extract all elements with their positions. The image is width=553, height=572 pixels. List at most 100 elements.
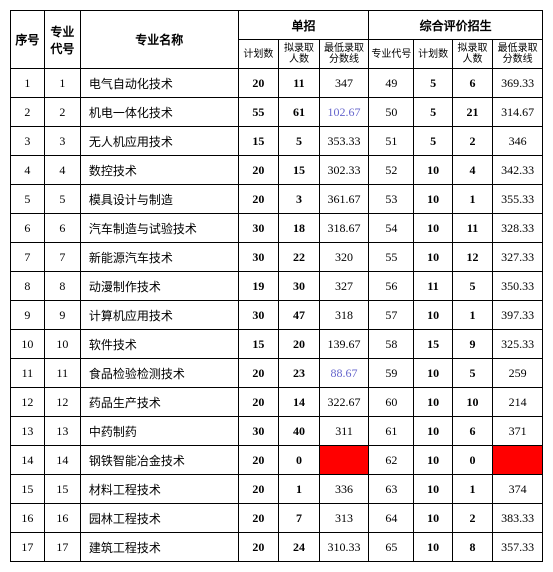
table-row: 1616园林工程技术20731364102383.33 bbox=[11, 504, 543, 533]
cell-code2: 51 bbox=[369, 127, 414, 156]
cell-seq: 4 bbox=[11, 156, 45, 185]
cell-score2: 325.33 bbox=[493, 330, 543, 359]
cell-plan2: 10 bbox=[414, 388, 452, 417]
cell-score1: 311 bbox=[319, 417, 369, 446]
cell-num2: 12 bbox=[452, 243, 493, 272]
cell-name: 园林工程技术 bbox=[80, 504, 238, 533]
table-row: 77新能源汽车技术3022320551012327.33 bbox=[11, 243, 543, 272]
cell-code1: 4 bbox=[44, 156, 80, 185]
cell-name: 计算机应用技术 bbox=[80, 301, 238, 330]
cell-num2: 6 bbox=[452, 69, 493, 98]
cell-score2: 346 bbox=[493, 127, 543, 156]
cell-name: 钢铁智能冶金技术 bbox=[80, 446, 238, 475]
cell-name: 建筑工程技术 bbox=[80, 533, 238, 562]
cell-score1: 139.67 bbox=[319, 330, 369, 359]
cell-seq: 1 bbox=[11, 69, 45, 98]
cell-num2: 2 bbox=[452, 504, 493, 533]
cell-num2: 5 bbox=[452, 359, 493, 388]
cell-score1: 347 bbox=[319, 69, 369, 98]
cell-name: 电气自动化技术 bbox=[80, 69, 238, 98]
table-row: 55模具设计与制造203361.6753101355.33 bbox=[11, 185, 543, 214]
cell-plan1: 30 bbox=[238, 243, 279, 272]
cell-seq: 8 bbox=[11, 272, 45, 301]
cell-num1: 61 bbox=[279, 98, 320, 127]
cell-plan1: 20 bbox=[238, 446, 279, 475]
cell-score1: 313 bbox=[319, 504, 369, 533]
cell-num2: 0 bbox=[452, 446, 493, 475]
cell-seq: 16 bbox=[11, 504, 45, 533]
cell-num1: 20 bbox=[279, 330, 320, 359]
cell-code1: 9 bbox=[44, 301, 80, 330]
cell-code1: 16 bbox=[44, 504, 80, 533]
table-body: 11电气自动化技术20113474956369.3322机电一体化技术55611… bbox=[11, 69, 543, 562]
cell-num2: 21 bbox=[452, 98, 493, 127]
cell-score2: 369.33 bbox=[493, 69, 543, 98]
cell-seq: 9 bbox=[11, 301, 45, 330]
cell-plan2: 11 bbox=[414, 272, 452, 301]
cell-plan2: 10 bbox=[414, 301, 452, 330]
cell-score1: 327 bbox=[319, 272, 369, 301]
cell-seq: 14 bbox=[11, 446, 45, 475]
cell-name: 新能源汽车技术 bbox=[80, 243, 238, 272]
cell-plan2: 10 bbox=[414, 214, 452, 243]
cell-seq: 6 bbox=[11, 214, 45, 243]
cell-score2: 383.33 bbox=[493, 504, 543, 533]
cell-code2: 56 bbox=[369, 272, 414, 301]
cell-plan2: 5 bbox=[414, 98, 452, 127]
cell-score2: 350.33 bbox=[493, 272, 543, 301]
cell-code2: 57 bbox=[369, 301, 414, 330]
cell-code2: 65 bbox=[369, 533, 414, 562]
cell-name: 数控技术 bbox=[80, 156, 238, 185]
header-plan1: 计划数 bbox=[238, 40, 279, 69]
cell-num2: 11 bbox=[452, 214, 493, 243]
cell-score2: 371 bbox=[493, 417, 543, 446]
cell-code1: 13 bbox=[44, 417, 80, 446]
cell-score1: 88.67 bbox=[319, 359, 369, 388]
cell-seq: 11 bbox=[11, 359, 45, 388]
cell-plan2: 5 bbox=[414, 127, 452, 156]
cell-score1: 353.33 bbox=[319, 127, 369, 156]
header-name: 专业名称 bbox=[80, 11, 238, 69]
cell-score2 bbox=[493, 446, 543, 475]
table-row: 22机电一体化技术5561102.6750521314.67 bbox=[11, 98, 543, 127]
cell-num1: 14 bbox=[279, 388, 320, 417]
cell-num2: 4 bbox=[452, 156, 493, 185]
cell-score2: 374 bbox=[493, 475, 543, 504]
cell-num1: 40 bbox=[279, 417, 320, 446]
header-score2: 最低录取分数线 bbox=[493, 40, 543, 69]
cell-code2: 53 bbox=[369, 185, 414, 214]
cell-seq: 15 bbox=[11, 475, 45, 504]
cell-plan1: 30 bbox=[238, 301, 279, 330]
cell-plan2: 10 bbox=[414, 475, 452, 504]
cell-num2: 5 bbox=[452, 272, 493, 301]
admission-table: 序号 专业代号 专业名称 单招 综合评价招生 计划数 拟录取人数 最低录取分数线… bbox=[10, 10, 543, 562]
cell-name: 中药制药 bbox=[80, 417, 238, 446]
cell-code2: 63 bbox=[369, 475, 414, 504]
cell-code1: 17 bbox=[44, 533, 80, 562]
cell-plan2: 10 bbox=[414, 243, 452, 272]
cell-plan1: 19 bbox=[238, 272, 279, 301]
cell-name: 模具设计与制造 bbox=[80, 185, 238, 214]
cell-plan1: 20 bbox=[238, 475, 279, 504]
cell-score1: 318 bbox=[319, 301, 369, 330]
table-row: 44数控技术2015302.3352104342.33 bbox=[11, 156, 543, 185]
cell-score1: 318.67 bbox=[319, 214, 369, 243]
cell-score1: 310.33 bbox=[319, 533, 369, 562]
header-group2: 综合评价招生 bbox=[369, 11, 543, 40]
cell-plan1: 20 bbox=[238, 388, 279, 417]
cell-code1: 7 bbox=[44, 243, 80, 272]
cell-plan2: 10 bbox=[414, 156, 452, 185]
cell-num1: 0 bbox=[279, 446, 320, 475]
cell-num1: 7 bbox=[279, 504, 320, 533]
cell-plan1: 20 bbox=[238, 156, 279, 185]
cell-code2: 61 bbox=[369, 417, 414, 446]
cell-code2: 64 bbox=[369, 504, 414, 533]
cell-name: 材料工程技术 bbox=[80, 475, 238, 504]
cell-code2: 60 bbox=[369, 388, 414, 417]
cell-plan2: 5 bbox=[414, 69, 452, 98]
cell-name: 软件技术 bbox=[80, 330, 238, 359]
cell-plan1: 15 bbox=[238, 330, 279, 359]
cell-num1: 23 bbox=[279, 359, 320, 388]
cell-plan2: 10 bbox=[414, 359, 452, 388]
table-row: 1212药品生产技术2014322.67601010214 bbox=[11, 388, 543, 417]
